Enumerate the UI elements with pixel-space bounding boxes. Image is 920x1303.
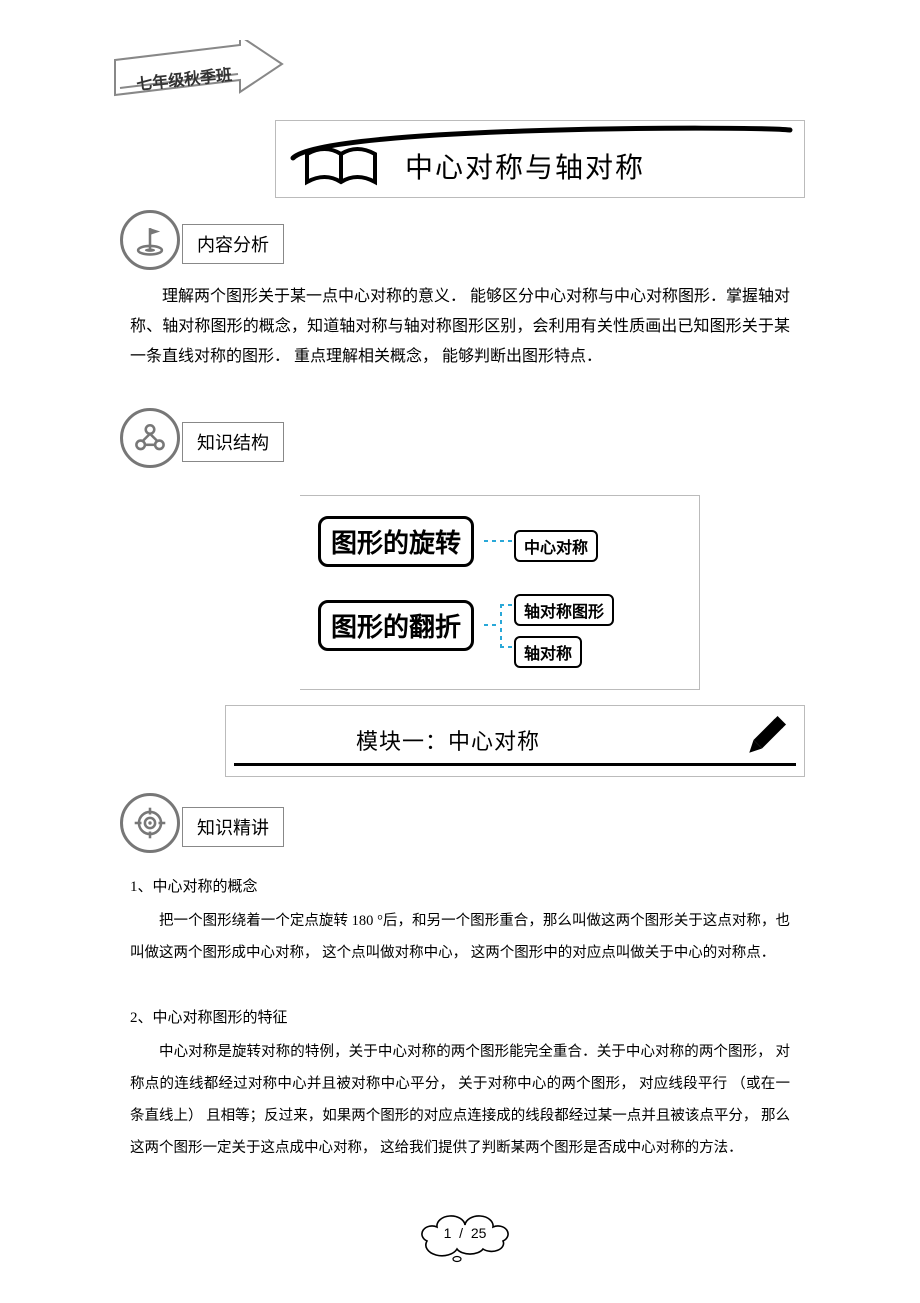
- section-lecture: 知识精讲: [120, 793, 420, 853]
- nodes-icon: [120, 408, 180, 468]
- crosshair-icon: [120, 793, 180, 853]
- module-banner: 模块一：中心对称: [225, 705, 805, 777]
- diagram-connector: [484, 624, 500, 626]
- section-analysis: 内容分析: [120, 210, 420, 270]
- diagram-sub-2a: 轴对称图形: [514, 594, 614, 626]
- grade-banner: 七年级秋季班: [110, 40, 285, 102]
- diagram-connector: [484, 540, 512, 542]
- paragraph-1: 把一个图形绕着一个定点旋转 180 °后，和另一个图形重合，那么叫做这两个图形关…: [130, 905, 790, 969]
- section-structure: 知识结构: [120, 408, 420, 468]
- page-total: 25: [471, 1225, 487, 1241]
- heading-2: 2、中心对称图形的特征: [130, 1006, 288, 1027]
- analysis-paragraph: 理解两个图形关于某一点中心对称的意义． 能够区分中心对称与中心对称图形．掌握轴对…: [130, 282, 790, 372]
- section-lecture-label: 知识精讲: [182, 807, 284, 847]
- page-title: 中心对称与轴对称: [405, 146, 645, 186]
- section-analysis-label: 内容分析: [182, 224, 284, 264]
- module-underline: [234, 763, 796, 766]
- page-number: 1 / 25: [405, 1225, 525, 1241]
- diagram-connector: [500, 604, 502, 648]
- structure-diagram: 图形的旋转 中心对称 图形的翻折 轴对称图形 轴对称: [300, 495, 700, 690]
- pencil-icon: [734, 712, 790, 768]
- section-structure-label: 知识结构: [182, 422, 284, 462]
- heading-1: 1、中心对称的概念: [130, 875, 258, 896]
- diagram-sub-1: 中心对称: [514, 530, 598, 562]
- page-current: 1: [444, 1225, 452, 1241]
- diagram-main-1: 图形的旋转: [318, 516, 474, 567]
- page-number-cloud: 1 / 25: [405, 1213, 525, 1263]
- target-flag-icon: [120, 210, 180, 270]
- diagram-main-2: 图形的翻折: [318, 600, 474, 651]
- diagram-row-2: 图形的翻折 轴对称图形 轴对称: [300, 600, 699, 660]
- diagram-row-1: 图形的旋转 中心对称: [300, 516, 699, 576]
- module-label: 模块一：中心对称: [356, 724, 540, 756]
- paragraph-2: 中心对称是旋转对称的特例，关于中心对称的两个图形能完全重合．关于中心对称的两个图…: [130, 1036, 790, 1164]
- page-title-row: 中心对称与轴对称: [275, 120, 805, 198]
- book-icon: [303, 146, 379, 190]
- diagram-sub-2b: 轴对称: [514, 636, 582, 668]
- diagram-connector: [500, 604, 514, 606]
- diagram-connector: [500, 646, 514, 648]
- page-sep: /: [459, 1225, 463, 1241]
